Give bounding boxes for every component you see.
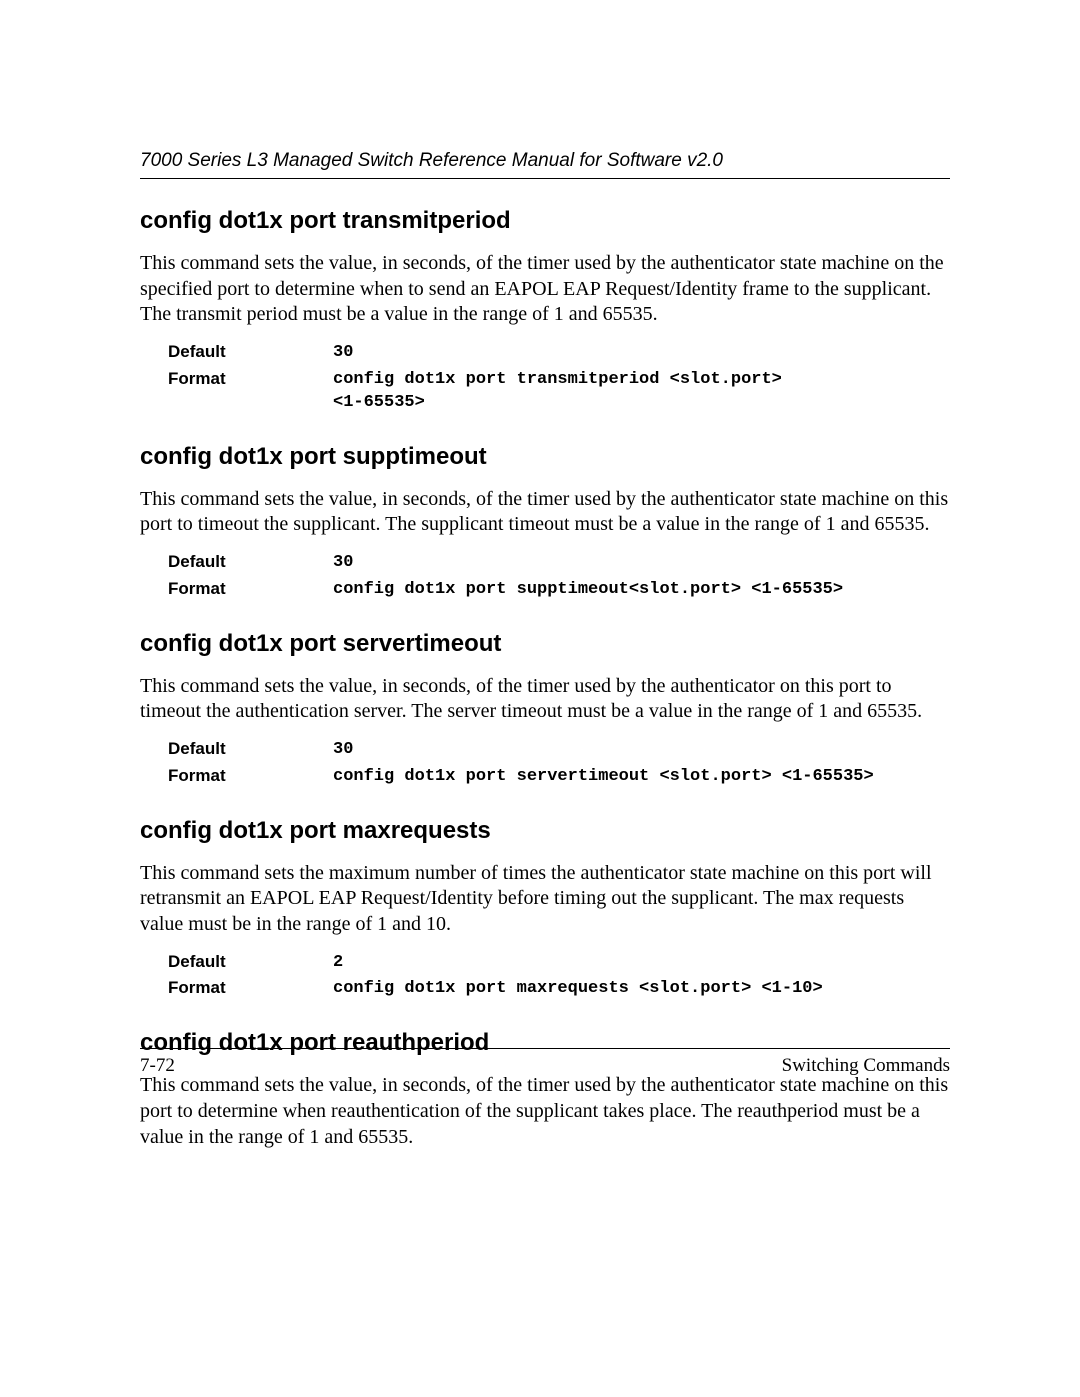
spec-label: Default	[168, 342, 333, 362]
running-head: 7000 Series L3 Managed Switch Reference …	[140, 150, 950, 172]
section-title: config dot1x port transmitperiod	[140, 207, 950, 235]
section-body: This command sets the value, in seconds,…	[140, 1073, 950, 1150]
spec-block: Default 30 Format config dot1x port serv…	[168, 739, 950, 789]
spec-label: Default	[168, 952, 333, 972]
spec-block: Default 30 Format config dot1x port tran…	[168, 342, 950, 415]
section-title: config dot1x port servertimeout	[140, 630, 950, 658]
spec-value: config dot1x port supptimeout<slot.port>…	[333, 579, 950, 602]
spec-row: Default 30	[168, 552, 950, 575]
spec-label: Format	[168, 766, 333, 786]
section-body: This command sets the value, in seconds,…	[140, 251, 950, 328]
spec-value: 30	[333, 739, 950, 762]
spec-row: Default 30	[168, 342, 950, 365]
section-body: This command sets the value, in seconds,…	[140, 487, 950, 538]
section-title: config dot1x port maxrequests	[140, 817, 950, 845]
spec-value: config dot1x port transmitperiod <slot.p…	[333, 369, 950, 415]
spec-label: Default	[168, 739, 333, 759]
header-rule	[140, 178, 950, 179]
spec-row: Format config dot1x port supptimeout<slo…	[168, 579, 950, 602]
section-body: This command sets the value, in seconds,…	[140, 674, 950, 725]
spec-value: 30	[333, 552, 950, 575]
section-title: config dot1x port supptimeout	[140, 443, 950, 471]
spec-row: Format config dot1x port servertimeout <…	[168, 766, 950, 789]
footer-rule	[140, 1048, 950, 1049]
section-name: Switching Commands	[782, 1055, 950, 1077]
spec-label: Format	[168, 978, 333, 998]
footer-line: 7-72 Switching Commands	[140, 1055, 950, 1077]
spec-row: Default 2	[168, 952, 950, 975]
spec-label: Format	[168, 579, 333, 599]
page-footer: 7-72 Switching Commands	[140, 1048, 950, 1077]
spec-row: Format config dot1x port maxrequests <sl…	[168, 978, 950, 1001]
spec-block: Default 30 Format config dot1x port supp…	[168, 552, 950, 602]
spec-value: config dot1x port maxrequests <slot.port…	[333, 978, 950, 1001]
spec-block: Default 2 Format config dot1x port maxre…	[168, 952, 950, 1002]
spec-value: 30	[333, 342, 950, 365]
spec-row: Default 30	[168, 739, 950, 762]
spec-value: 2	[333, 952, 950, 975]
page-number: 7-72	[140, 1055, 175, 1077]
spec-row: Format config dot1x port transmitperiod …	[168, 369, 950, 415]
spec-value: config dot1x port servertimeout <slot.po…	[333, 766, 950, 789]
page: 7000 Series L3 Managed Switch Reference …	[0, 0, 1080, 1397]
spec-label: Format	[168, 369, 333, 389]
spec-label: Default	[168, 552, 333, 572]
section-body: This command sets the maximum number of …	[140, 861, 950, 938]
